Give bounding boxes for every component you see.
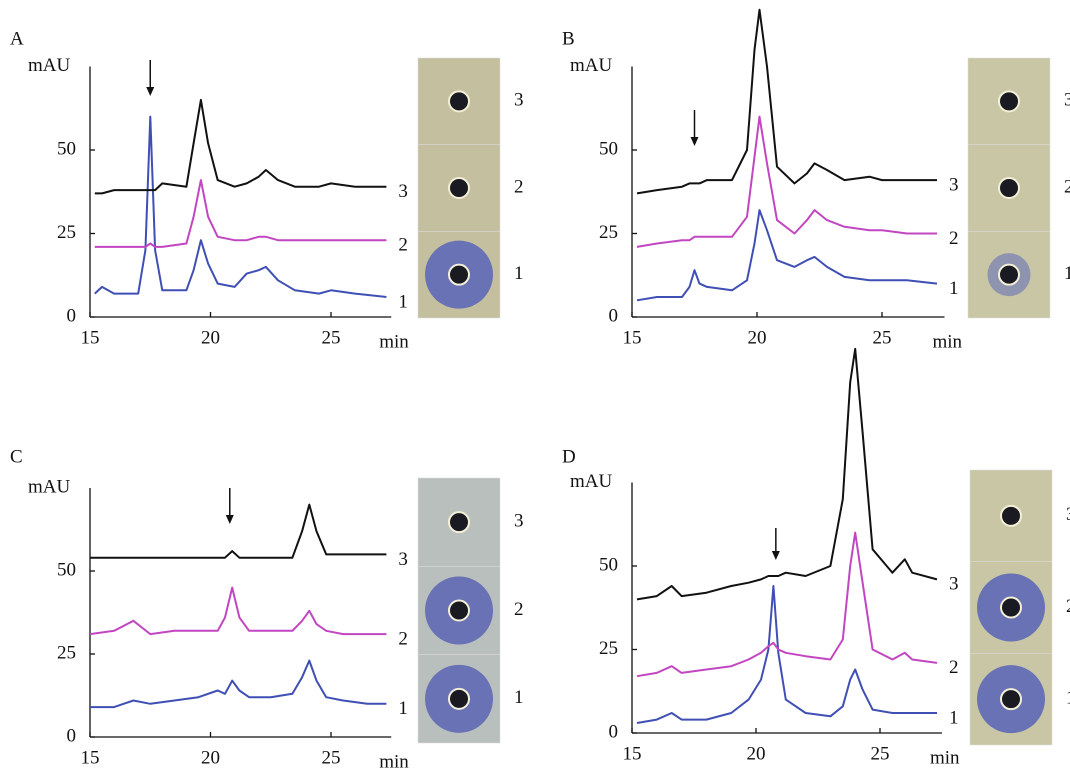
x-tick-label: 15 xyxy=(81,327,100,348)
chromatogram-line xyxy=(636,585,937,724)
y-tick-label: 50 xyxy=(599,138,618,159)
x-axis-label: min xyxy=(379,751,409,771)
y-tick-label: 0 xyxy=(609,721,619,742)
plate-label: 1 xyxy=(1064,263,1070,284)
x-axis-label: min xyxy=(933,331,963,352)
chromatogram-line xyxy=(636,8,937,195)
y-tick-label: 50 xyxy=(57,138,76,159)
chromatogram-line xyxy=(636,531,938,678)
y-tick-label: 0 xyxy=(609,305,619,326)
x-tick-label: 15 xyxy=(623,743,642,764)
y-axis-label: mAU xyxy=(570,471,613,492)
well xyxy=(448,599,470,622)
chromatogram-line xyxy=(636,347,938,601)
panel-label: C xyxy=(10,446,23,467)
well xyxy=(448,511,470,534)
x-tick-label: 25 xyxy=(873,327,892,348)
x-tick-label: 25 xyxy=(322,747,341,768)
arrow-head xyxy=(146,87,155,96)
series-label: 2 xyxy=(949,657,959,678)
arrow-head xyxy=(225,515,234,524)
x-axis-label: min xyxy=(379,331,409,352)
x-tick-label: 15 xyxy=(623,327,642,348)
plate-label: 3 xyxy=(514,90,524,111)
x-tick-label: 20 xyxy=(201,747,220,768)
well xyxy=(448,90,470,113)
plate-label: 3 xyxy=(1066,504,1070,525)
y-tick-label: 25 xyxy=(599,222,618,243)
plate-label: 3 xyxy=(1064,90,1070,111)
y-tick-label: 25 xyxy=(599,638,618,659)
series-label: 1 xyxy=(949,278,959,299)
y-tick-label: 50 xyxy=(57,559,76,580)
y-axis-label: mAU xyxy=(570,55,613,76)
plate-label: 2 xyxy=(1064,176,1070,197)
plate-label: 2 xyxy=(1066,596,1070,617)
series-label: 2 xyxy=(949,228,959,249)
arrow-head xyxy=(690,137,699,146)
chromatogram-line xyxy=(89,586,387,636)
series-label: 3 xyxy=(398,549,408,570)
y-axis-label: mAU xyxy=(28,476,71,497)
chromatogram-line xyxy=(94,179,387,248)
plate-label: 1 xyxy=(514,687,524,708)
chromatogram-line xyxy=(94,98,387,195)
well xyxy=(998,90,1020,113)
series-label: 2 xyxy=(398,628,408,649)
series-label: 1 xyxy=(949,707,959,728)
x-tick-label: 20 xyxy=(201,327,220,348)
well xyxy=(448,177,470,199)
y-tick-label: 0 xyxy=(67,305,77,326)
y-axis-label: mAU xyxy=(28,55,71,76)
well xyxy=(1000,504,1022,527)
panel-label: D xyxy=(562,446,576,467)
y-tick-label: 25 xyxy=(57,222,76,243)
series-label: 3 xyxy=(949,174,959,195)
chromatogram-line xyxy=(90,659,387,709)
well xyxy=(1000,688,1022,711)
x-axis-label: min xyxy=(930,747,960,768)
plate-label: 2 xyxy=(514,599,524,620)
panel-label: A xyxy=(10,28,24,49)
panel-label: B xyxy=(562,28,575,49)
x-tick-label: 20 xyxy=(747,743,766,764)
chromatogram-line xyxy=(636,209,938,302)
y-tick-label: 0 xyxy=(67,725,77,746)
series-label: 2 xyxy=(398,235,408,256)
arrow-head xyxy=(771,551,780,560)
series-label: 3 xyxy=(398,181,408,202)
well xyxy=(448,263,470,286)
well xyxy=(998,263,1020,286)
y-tick-label: 25 xyxy=(57,642,76,663)
plate-label: 2 xyxy=(514,176,524,197)
chromatogram-line xyxy=(90,503,387,559)
x-tick-label: 20 xyxy=(748,327,767,348)
y-tick-label: 50 xyxy=(599,554,618,575)
well xyxy=(448,687,470,710)
x-tick-label: 15 xyxy=(81,747,100,768)
series-label: 1 xyxy=(398,291,408,312)
chromatogram-line xyxy=(94,115,387,298)
series-label: 3 xyxy=(949,574,959,595)
x-tick-label: 25 xyxy=(871,743,890,764)
series-label: 1 xyxy=(398,698,408,719)
chromatogram-line xyxy=(636,115,937,248)
plate-label: 1 xyxy=(1066,688,1070,709)
x-tick-label: 25 xyxy=(322,327,341,348)
well xyxy=(1000,596,1022,619)
well xyxy=(998,177,1020,199)
plate-label: 3 xyxy=(514,511,524,532)
plate-label: 1 xyxy=(514,263,524,284)
